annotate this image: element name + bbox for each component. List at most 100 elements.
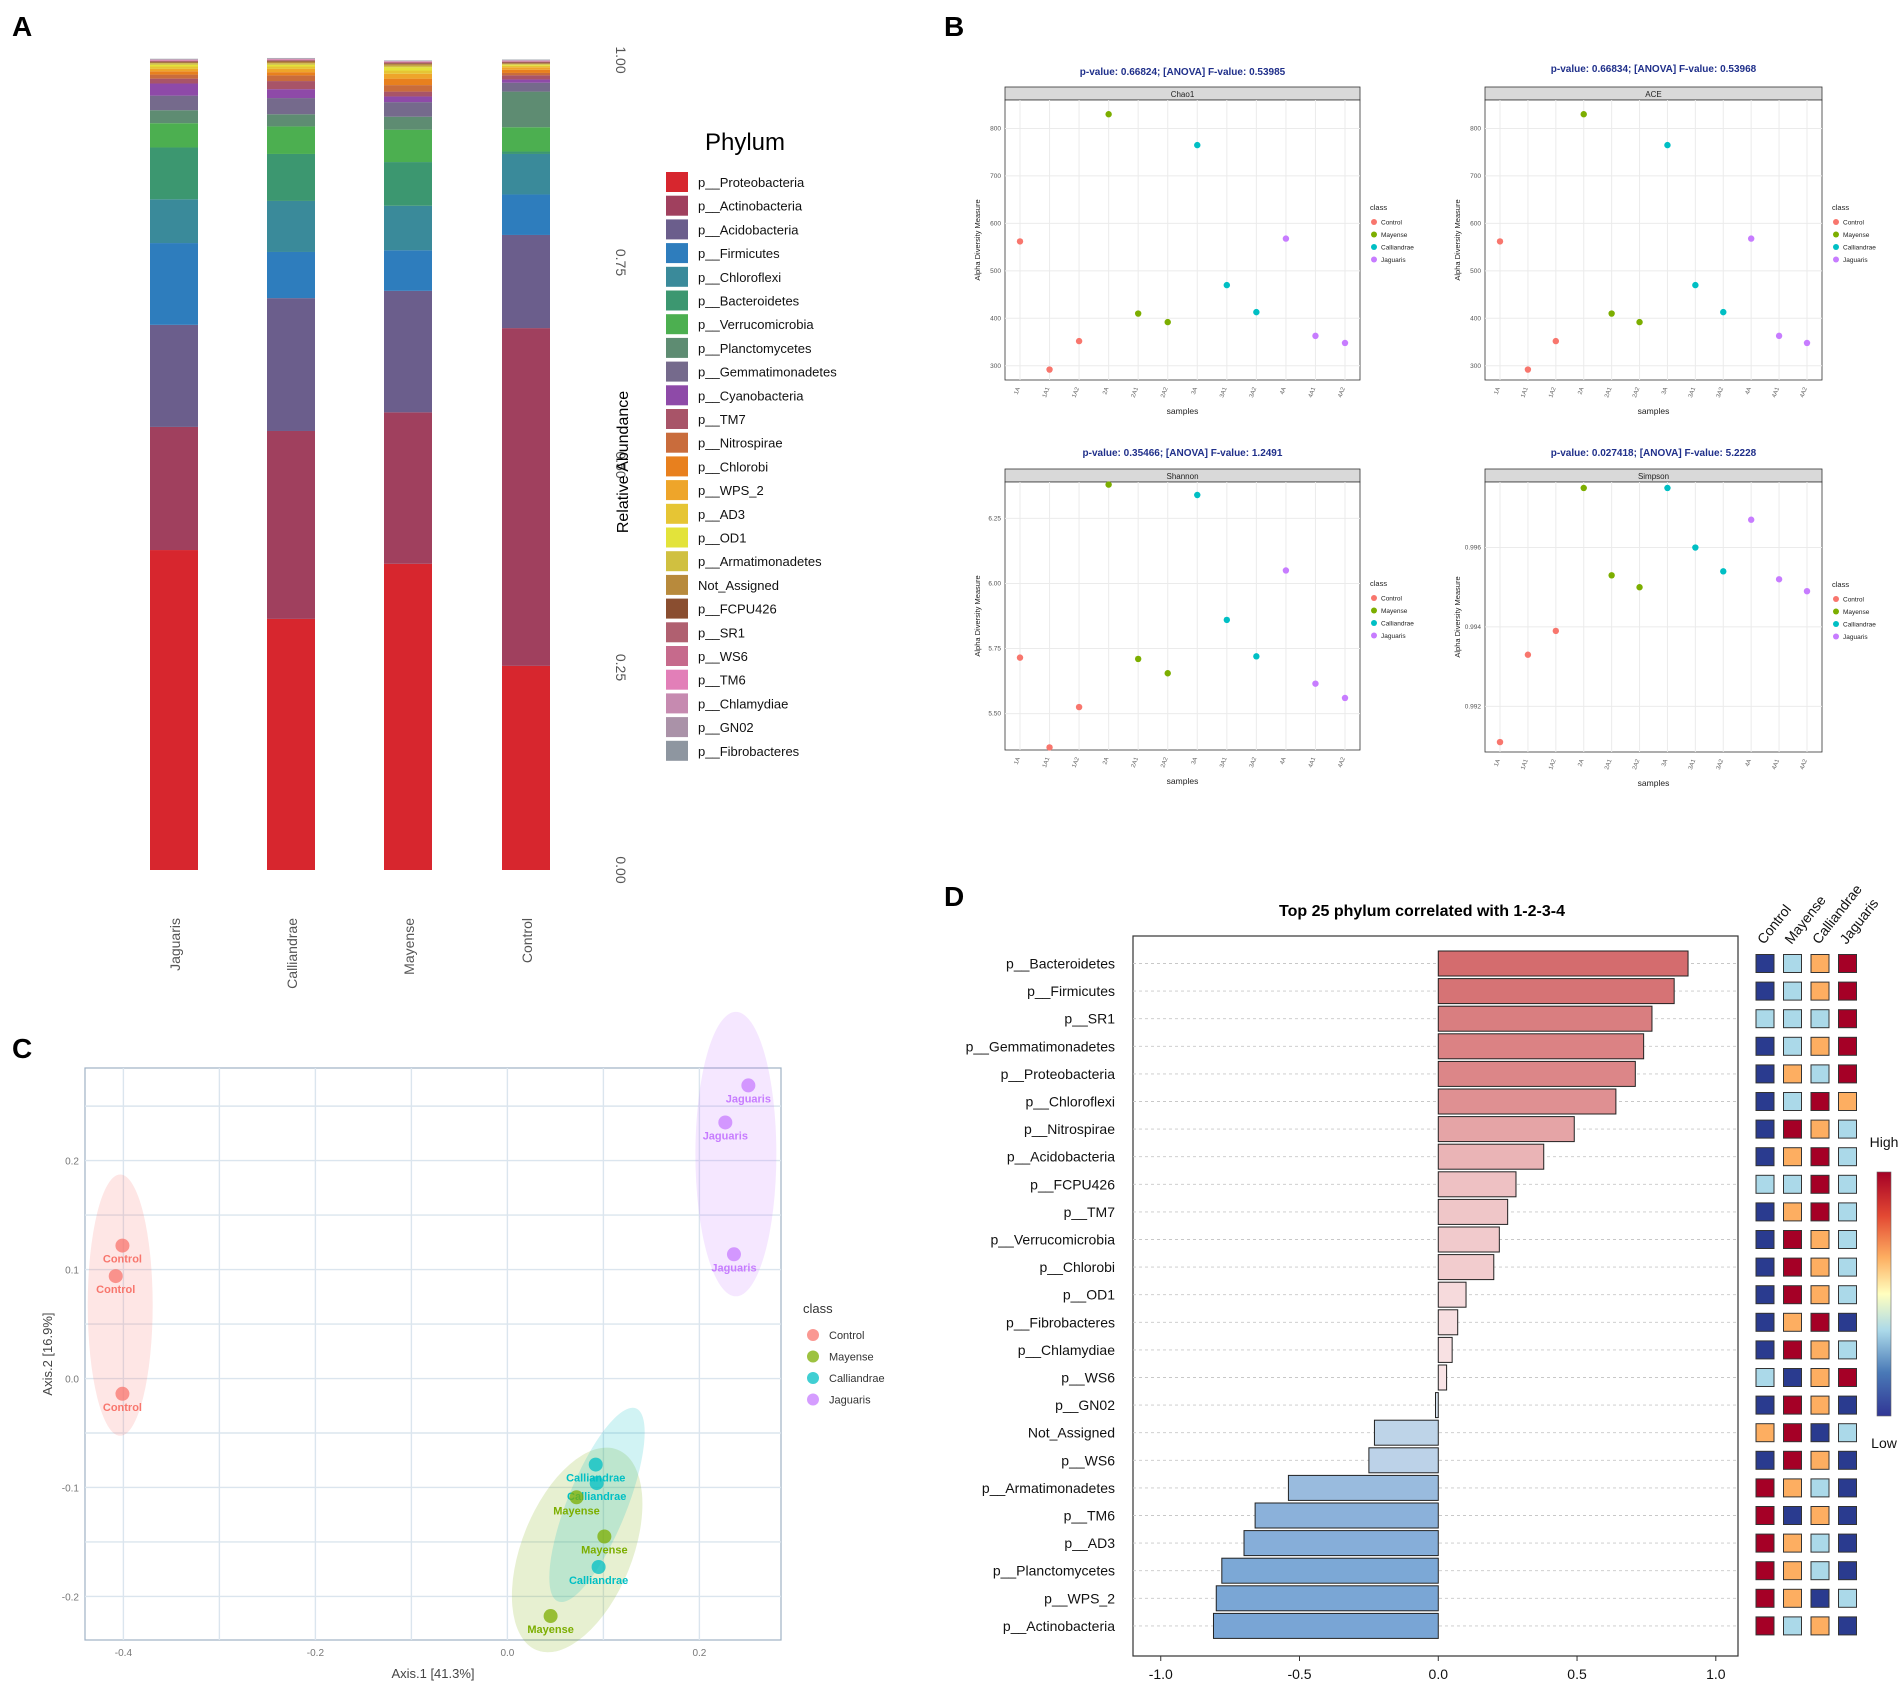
bar-mayense-p-chloroflexi xyxy=(384,205,432,251)
legend-dot-calliandrae xyxy=(1371,244,1377,250)
bar-p-chlorobi xyxy=(1437,1254,1495,1281)
heatmap-cell-p-verrucomicrobia-calliandrae xyxy=(1810,1230,1830,1249)
x-tick-label: 1.0 xyxy=(1706,1666,1726,1682)
heatmap-cell-p-fibrobacteres-mayense xyxy=(1783,1312,1802,1332)
bar-p-bacteroidetes xyxy=(1437,950,1689,977)
legend-dot-calliandrae xyxy=(807,1372,819,1384)
x-tick-label: 2A2 xyxy=(1632,758,1642,771)
heatmap-cell-p-sr1-jaguaris xyxy=(1838,1009,1857,1029)
x-tick-label: 3A2 xyxy=(1249,386,1259,399)
bar-mayense-p-od1 xyxy=(384,67,432,71)
bar-control-p-bacteroidetes xyxy=(502,151,550,154)
legend-label: Mayense xyxy=(1381,232,1408,239)
row-label: p__Firmicutes xyxy=(1027,983,1115,999)
heatmap-cell-not-assigned-calliandrae xyxy=(1810,1423,1830,1443)
legend-swatch-p-gn02 xyxy=(666,717,688,738)
heatmap-cell-p-nitrospirae-calliandrae xyxy=(1810,1119,1830,1139)
bar-p-gemmatimonadetes xyxy=(1437,1033,1645,1060)
point-label: Calliandrae xyxy=(569,1575,628,1587)
heatmap-cell-p-tm7-calliandrae xyxy=(1810,1202,1830,1222)
bar-calliandrae-p-bacteroidetes xyxy=(267,153,315,201)
legend-label: p__Nitrospirae xyxy=(698,436,783,451)
bar-calliandrae-p-ad3 xyxy=(267,66,315,69)
y-tick-label: 6.25 xyxy=(988,515,1001,522)
ellipse-mayense xyxy=(511,1447,643,1653)
row-label: p__WPS_2 xyxy=(1044,1590,1115,1606)
bar-calliandrae-p-firmicutes xyxy=(267,251,315,299)
x-tick-label: 1A2 xyxy=(1072,756,1082,769)
bar-jaguaris-p-sr1 xyxy=(150,60,198,62)
heatmap-cell-p-firmicutes-control xyxy=(1755,981,1775,1001)
legend-title: Phylum xyxy=(705,129,785,156)
row-label: p__Nitrospirae xyxy=(1024,1121,1115,1137)
legend-label: p__WS6 xyxy=(698,649,748,664)
legend-swatch-p-cyanobacteria xyxy=(666,385,688,406)
y-tick-label: 600 xyxy=(990,220,1001,227)
bar-mayense-p-nitrospirae xyxy=(384,85,432,92)
point-label: Jaguaris xyxy=(726,1093,771,1105)
bar-control-p-actinobacteria xyxy=(502,328,550,666)
row-label: p__OD1 xyxy=(1063,1287,1115,1303)
panel-label-c: C xyxy=(12,1033,32,1064)
heatmap-cell-p-chloroflexi-calliandrae xyxy=(1810,1092,1830,1111)
x-tick-label: 2A2 xyxy=(1160,386,1170,399)
y-axis-label: Relative Abundance xyxy=(615,391,632,533)
point-1a1 xyxy=(1524,651,1532,658)
heatmap-cell-p-fibrobacteres-jaguaris xyxy=(1838,1312,1857,1332)
legend-title: class xyxy=(1832,203,1849,212)
y-tick-label: -0.1 xyxy=(62,1483,80,1494)
point-3a1 xyxy=(1223,281,1231,289)
bar-control-p-nitrospirae xyxy=(502,72,550,76)
bar-calliandrae-p-armatimonadetes xyxy=(267,63,315,65)
legend-label: p__Proteobacteria xyxy=(698,175,805,190)
heatmap-cell-p-tm6-control xyxy=(1755,1506,1775,1525)
heatmap-cell-p-tm7-jaguaris xyxy=(1838,1202,1857,1222)
heatmap-cell-not-assigned-control xyxy=(1755,1423,1775,1443)
bar-jaguaris-p-firmicutes xyxy=(150,243,198,325)
facet-strip-label: Simpson xyxy=(1638,472,1669,481)
heatmap-cell-p-firmicutes-jaguaris xyxy=(1838,981,1857,1001)
point-1a1 xyxy=(1046,744,1053,751)
heatmap-cell-p-chloroflexi-mayense xyxy=(1783,1092,1802,1111)
x-tick-label: 0.2 xyxy=(692,1648,706,1659)
point-2a xyxy=(1105,481,1112,488)
legend-dot-mayense xyxy=(1833,231,1839,238)
heatmap-cell-p-ws6-control xyxy=(1755,1368,1775,1387)
legend-swatch-p-planctomycetes xyxy=(666,337,688,358)
x-tick-label: Control xyxy=(519,918,535,963)
y-tick-label: 400 xyxy=(1470,315,1481,322)
heatmap-cell-p-chloroflexi-control xyxy=(1755,1092,1775,1111)
x-tick-label: 2A xyxy=(1577,759,1585,768)
x-tick-label: 4A xyxy=(1745,759,1753,768)
bar-control-p-chlorobi xyxy=(502,69,550,73)
heatmap-cell-p-fcpu426-control xyxy=(1755,1174,1775,1194)
heatmap-cell-p-planctomycetes-jaguaris xyxy=(1838,1561,1857,1581)
x-tick-label: 1A1 xyxy=(1520,386,1530,399)
bar-p-planctomycetes xyxy=(1221,1557,1439,1584)
bar-control-p-chloroflexi xyxy=(502,153,550,195)
bar-mayense-p-cyanobacteria xyxy=(384,96,432,103)
heatmap-cell-p-tm6-jaguaris xyxy=(1838,1506,1857,1525)
point-2a1 xyxy=(1608,310,1615,317)
heatmap-cell-p-actinobacteria-calliandrae xyxy=(1810,1616,1830,1636)
point-3a1 xyxy=(1692,281,1699,289)
bar-jaguaris-p-proteobacteria xyxy=(150,550,198,870)
legend-label: Mayense xyxy=(829,1352,874,1364)
bar-p-ws6 xyxy=(1437,1364,1448,1391)
point-1a xyxy=(1496,238,1504,245)
heatmap-cell-p-armatimonadetes-control xyxy=(1755,1478,1775,1498)
y-tick-label: 500 xyxy=(1470,268,1481,275)
panel-label-b: B xyxy=(944,11,964,42)
heatmap-cell-p-ws6-mayense xyxy=(1783,1450,1802,1470)
x-axis-label: samples xyxy=(1167,776,1199,786)
legend-label: p__Chloroflexi xyxy=(698,270,781,285)
heatmap-cell-p-gn02-mayense xyxy=(1783,1395,1802,1415)
point-label: Jaguaris xyxy=(711,1262,756,1274)
x-tick-label: 3A xyxy=(1191,387,1199,396)
point-4a2 xyxy=(1341,694,1349,702)
bar-jaguaris-p-armatimonadetes xyxy=(150,63,198,65)
legend-label: Jaguaris xyxy=(1381,633,1406,640)
bar-mayense-p-wps-2 xyxy=(384,73,432,79)
heatmap-cell-p-tm7-control xyxy=(1755,1202,1775,1222)
legend-label: p__AD3 xyxy=(698,507,745,522)
